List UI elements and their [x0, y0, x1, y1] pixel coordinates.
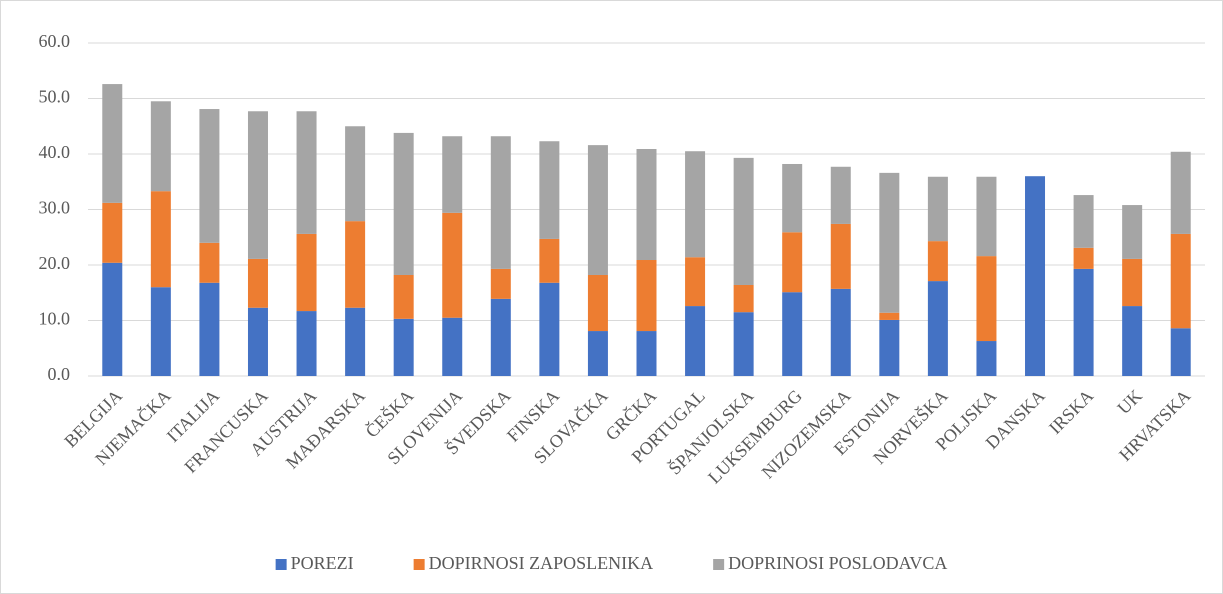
- legend-swatch: [413, 559, 425, 570]
- bar-segment: [296, 111, 317, 234]
- bar-segment: [782, 163, 803, 233]
- bar-segment: [636, 331, 657, 376]
- legend-swatch: [713, 559, 725, 570]
- bar-segment: [442, 317, 463, 376]
- bar-segment: [879, 319, 900, 376]
- y-tick-label: 50.0: [39, 87, 71, 107]
- bar-segment: [247, 307, 268, 376]
- bar-segment: [1122, 205, 1143, 259]
- bar-segment: [150, 191, 171, 288]
- bar-segment: [345, 307, 366, 376]
- bar-segment: [927, 281, 948, 376]
- bar-segment: [296, 233, 317, 312]
- bar-segment: [490, 298, 511, 376]
- bar-segment: [442, 136, 463, 213]
- y-tick-label: 30.0: [39, 198, 71, 218]
- bar-segment: [150, 101, 171, 192]
- bar-segment: [1122, 306, 1143, 376]
- legend-label: DOPRINOSI POSLODAVCA: [728, 553, 947, 573]
- bar-segment: [782, 232, 803, 293]
- bar-segment: [199, 109, 220, 243]
- bar-segment: [393, 132, 414, 275]
- bar-segment: [490, 136, 511, 269]
- bar-segment: [1170, 233, 1191, 329]
- legend-label: DOPIRNOSI ZAPOSLENIKA: [429, 553, 654, 573]
- bar-segment: [102, 262, 123, 376]
- bar-segment: [150, 287, 171, 376]
- bar-segment: [199, 282, 220, 376]
- bar-segment: [587, 331, 608, 376]
- legend-swatch: [275, 559, 287, 570]
- bar-segment: [976, 341, 997, 376]
- bar-segment: [587, 274, 608, 332]
- bar-segment: [1073, 195, 1094, 248]
- bar-segment: [393, 274, 414, 319]
- bar-segment: [830, 288, 851, 376]
- bar-segment: [539, 282, 560, 376]
- bar-segment: [247, 111, 268, 259]
- bar-segment: [830, 166, 851, 224]
- bar-segment: [733, 157, 754, 285]
- bar-segment: [345, 221, 366, 308]
- bar-segment: [733, 284, 754, 313]
- bar-segment: [345, 126, 366, 222]
- bar-segment: [782, 292, 803, 376]
- bar-segment: [102, 84, 123, 203]
- bar-segment: [296, 311, 317, 376]
- bar-segment: [247, 258, 268, 308]
- bar-segment: [636, 149, 657, 261]
- y-tick-label: 60.0: [39, 31, 71, 51]
- y-tick-label: 40.0: [39, 142, 71, 162]
- bar-segment: [879, 172, 900, 313]
- bar-segment: [490, 268, 511, 299]
- bar-segment: [1170, 328, 1191, 376]
- bar-segment: [393, 318, 414, 376]
- bar-segment: [685, 151, 706, 258]
- bar-segment: [830, 223, 851, 289]
- bar-segment: [685, 306, 706, 376]
- bar-segment: [976, 256, 997, 342]
- bar-segment: [976, 176, 997, 257]
- bar-segment: [1122, 258, 1143, 307]
- bar-segment: [879, 312, 900, 320]
- bar-segment: [1025, 176, 1046, 376]
- bar-segment: [685, 257, 706, 307]
- bar-segment: [927, 176, 948, 242]
- bar-segment: [539, 238, 560, 283]
- y-tick-label: 10.0: [39, 309, 71, 329]
- bar-segment: [539, 141, 560, 239]
- bar-segment: [587, 145, 608, 275]
- y-tick-label: 0.0: [48, 364, 71, 384]
- legend-label: POREZI: [291, 553, 354, 573]
- bar-segment: [733, 312, 754, 376]
- bar-segment: [102, 202, 123, 263]
- bar-segment: [199, 242, 220, 283]
- bar-segment: [927, 241, 948, 282]
- y-tick-label: 20.0: [39, 253, 71, 273]
- bar-segment: [1170, 151, 1191, 234]
- bar-segment: [1073, 268, 1094, 376]
- bar-segment: [442, 212, 463, 318]
- bar-segment: [636, 260, 657, 332]
- bar-segment: [1073, 247, 1094, 269]
